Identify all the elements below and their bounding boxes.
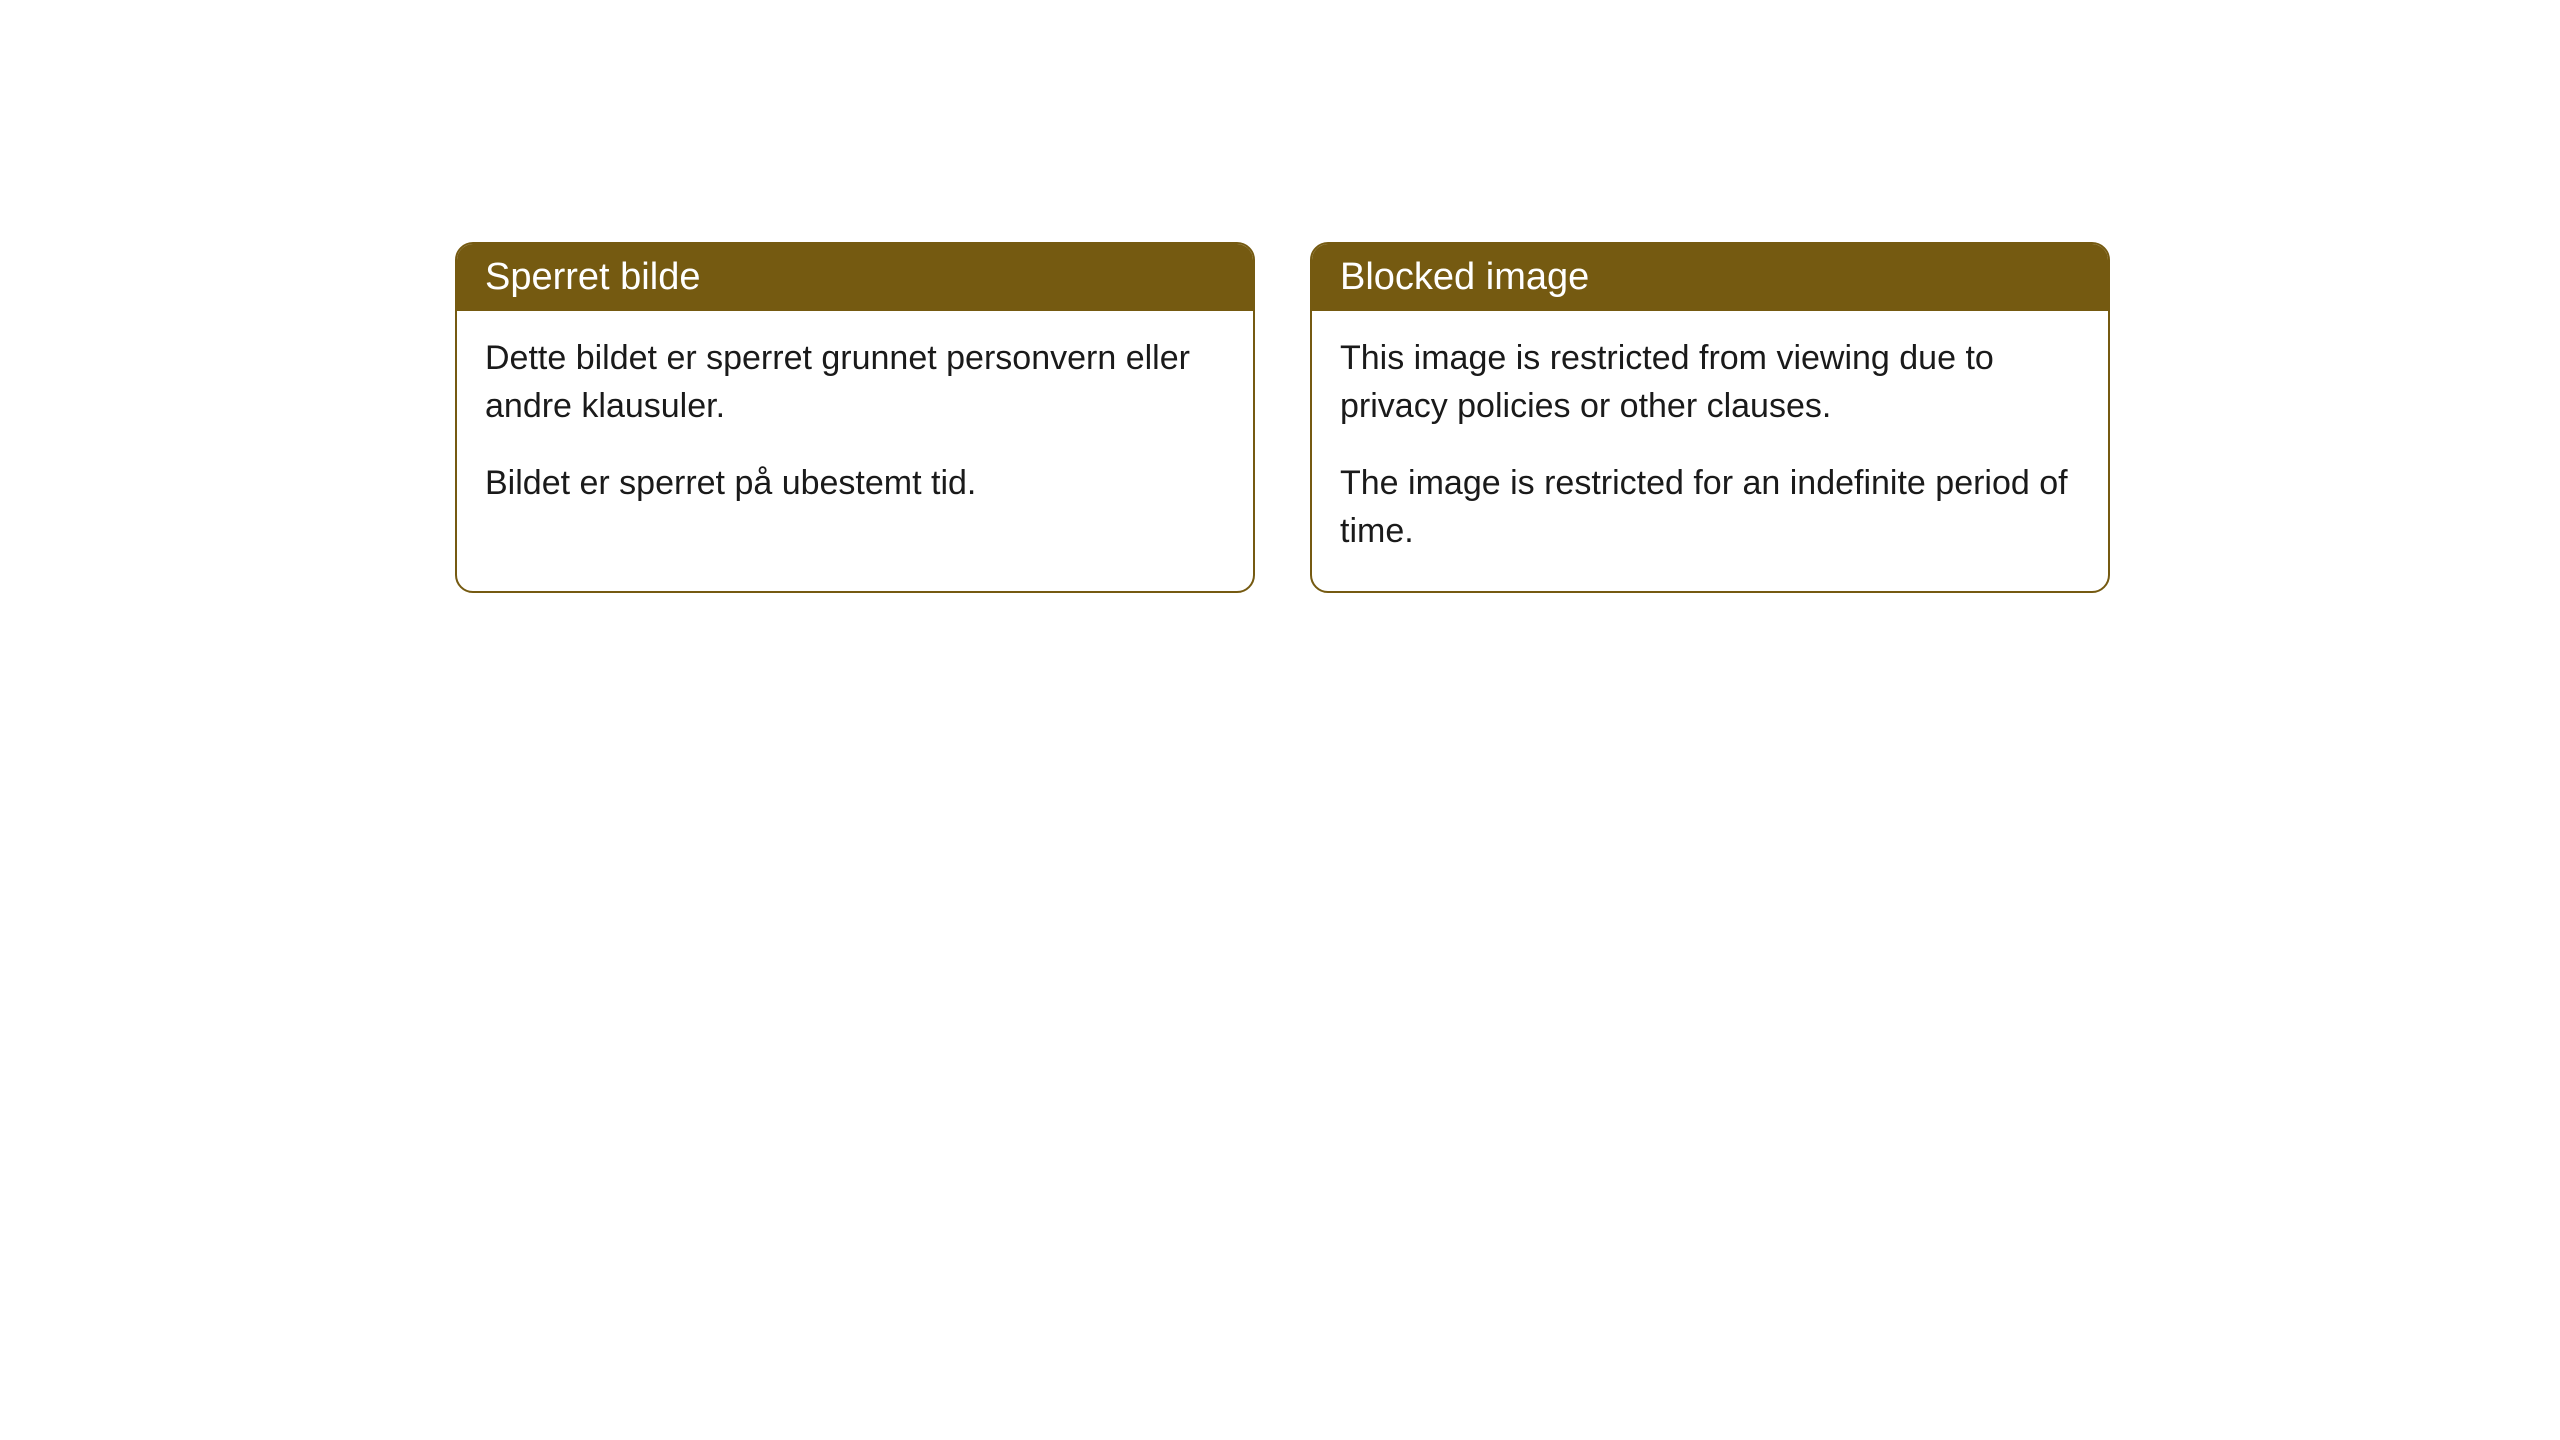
card-title-no: Sperret bilde bbox=[485, 256, 700, 298]
card-title-en: Blocked image bbox=[1340, 256, 1589, 298]
card-paragraph-2-en: The image is restricted for an indefinit… bbox=[1340, 460, 2080, 555]
blocked-image-card-en: Blocked image This image is restricted f… bbox=[1310, 242, 2110, 593]
card-header-en: Blocked image bbox=[1312, 244, 2108, 311]
card-header-no: Sperret bilde bbox=[457, 244, 1253, 311]
notice-cards-container: Sperret bilde Dette bildet er sperret gr… bbox=[455, 242, 2110, 593]
card-body-en: This image is restricted from viewing du… bbox=[1312, 311, 2108, 591]
blocked-image-card-no: Sperret bilde Dette bildet er sperret gr… bbox=[455, 242, 1255, 593]
card-body-no: Dette bildet er sperret grunnet personve… bbox=[457, 311, 1253, 544]
card-paragraph-1-no: Dette bildet er sperret grunnet personve… bbox=[485, 335, 1225, 430]
card-paragraph-1-en: This image is restricted from viewing du… bbox=[1340, 335, 2080, 430]
card-paragraph-2-no: Bildet er sperret på ubestemt tid. bbox=[485, 460, 1225, 508]
